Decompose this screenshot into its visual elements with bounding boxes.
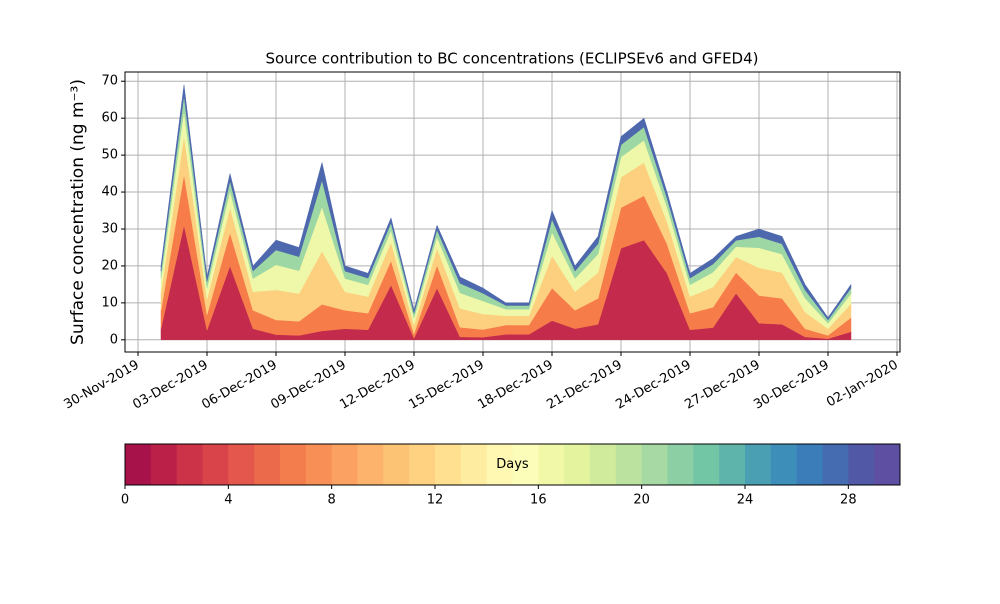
colorbar-cell xyxy=(409,444,436,485)
colorbar-cell xyxy=(331,444,358,485)
y-axis-label: Surface concentration (ng m⁻³) xyxy=(68,79,88,345)
plot-frame xyxy=(124,71,901,353)
colorbar-cell xyxy=(150,444,178,485)
area-layer xyxy=(160,84,852,321)
colorbar-cell xyxy=(874,444,901,485)
colorbar-cell xyxy=(357,444,384,485)
colorbar-cell xyxy=(460,444,488,485)
colorbar-cell xyxy=(770,444,798,485)
colorbar-tick-label: 16 xyxy=(530,493,547,508)
y-tick-label: 30 xyxy=(101,221,118,236)
colorbar-cell xyxy=(590,444,617,485)
colorbar-cell xyxy=(538,444,565,485)
colorbar-cell xyxy=(693,444,720,485)
colorbar-tick-label: 12 xyxy=(427,493,444,508)
colorbar-cell xyxy=(667,444,694,485)
y-tick-label: 50 xyxy=(101,148,118,163)
y-tick-label: 60 xyxy=(101,111,118,126)
y-tick-label: 20 xyxy=(101,258,118,273)
colorbar-tick-label: 4 xyxy=(224,493,232,508)
colorbar-tick-label: 20 xyxy=(633,493,650,508)
colorbar-cell xyxy=(125,444,152,485)
colorbar-tick-label: 8 xyxy=(328,493,336,508)
y-tick-label: 70 xyxy=(101,74,118,89)
colorbar-tick-label: 28 xyxy=(840,493,857,508)
colorbar-cell xyxy=(719,444,746,485)
colorbar-cell xyxy=(280,444,307,485)
colorbar-cell xyxy=(202,444,229,485)
colorbar-cell xyxy=(486,444,513,485)
colorbar-cell xyxy=(512,444,539,485)
y-tick-label: 10 xyxy=(101,295,118,310)
colorbar-cell xyxy=(848,444,875,485)
colorbar-cell xyxy=(564,444,591,485)
colorbar-cell xyxy=(615,444,643,485)
colorbar-cell xyxy=(641,444,668,485)
colorbar-cell xyxy=(435,444,462,485)
colorbar-cell xyxy=(796,444,823,485)
chart-title: Source contribution to BC concentrations… xyxy=(265,50,758,68)
colorbar-cell xyxy=(822,444,849,485)
colorbar-cell xyxy=(745,444,772,485)
colorbar-label: Days xyxy=(496,457,529,472)
colorbar-cell xyxy=(383,444,410,485)
colorbar-cell xyxy=(228,444,255,485)
y-tick-label: 0 xyxy=(110,332,118,347)
colorbar-cell xyxy=(176,444,203,485)
colorbar-tick-label: 0 xyxy=(121,493,129,508)
colorbar-cell xyxy=(254,444,281,485)
colorbar-tick-label: 24 xyxy=(737,493,754,508)
y-tick-label: 40 xyxy=(101,185,118,200)
colorbar-cell xyxy=(305,444,333,485)
colorbar-frame xyxy=(124,443,901,486)
